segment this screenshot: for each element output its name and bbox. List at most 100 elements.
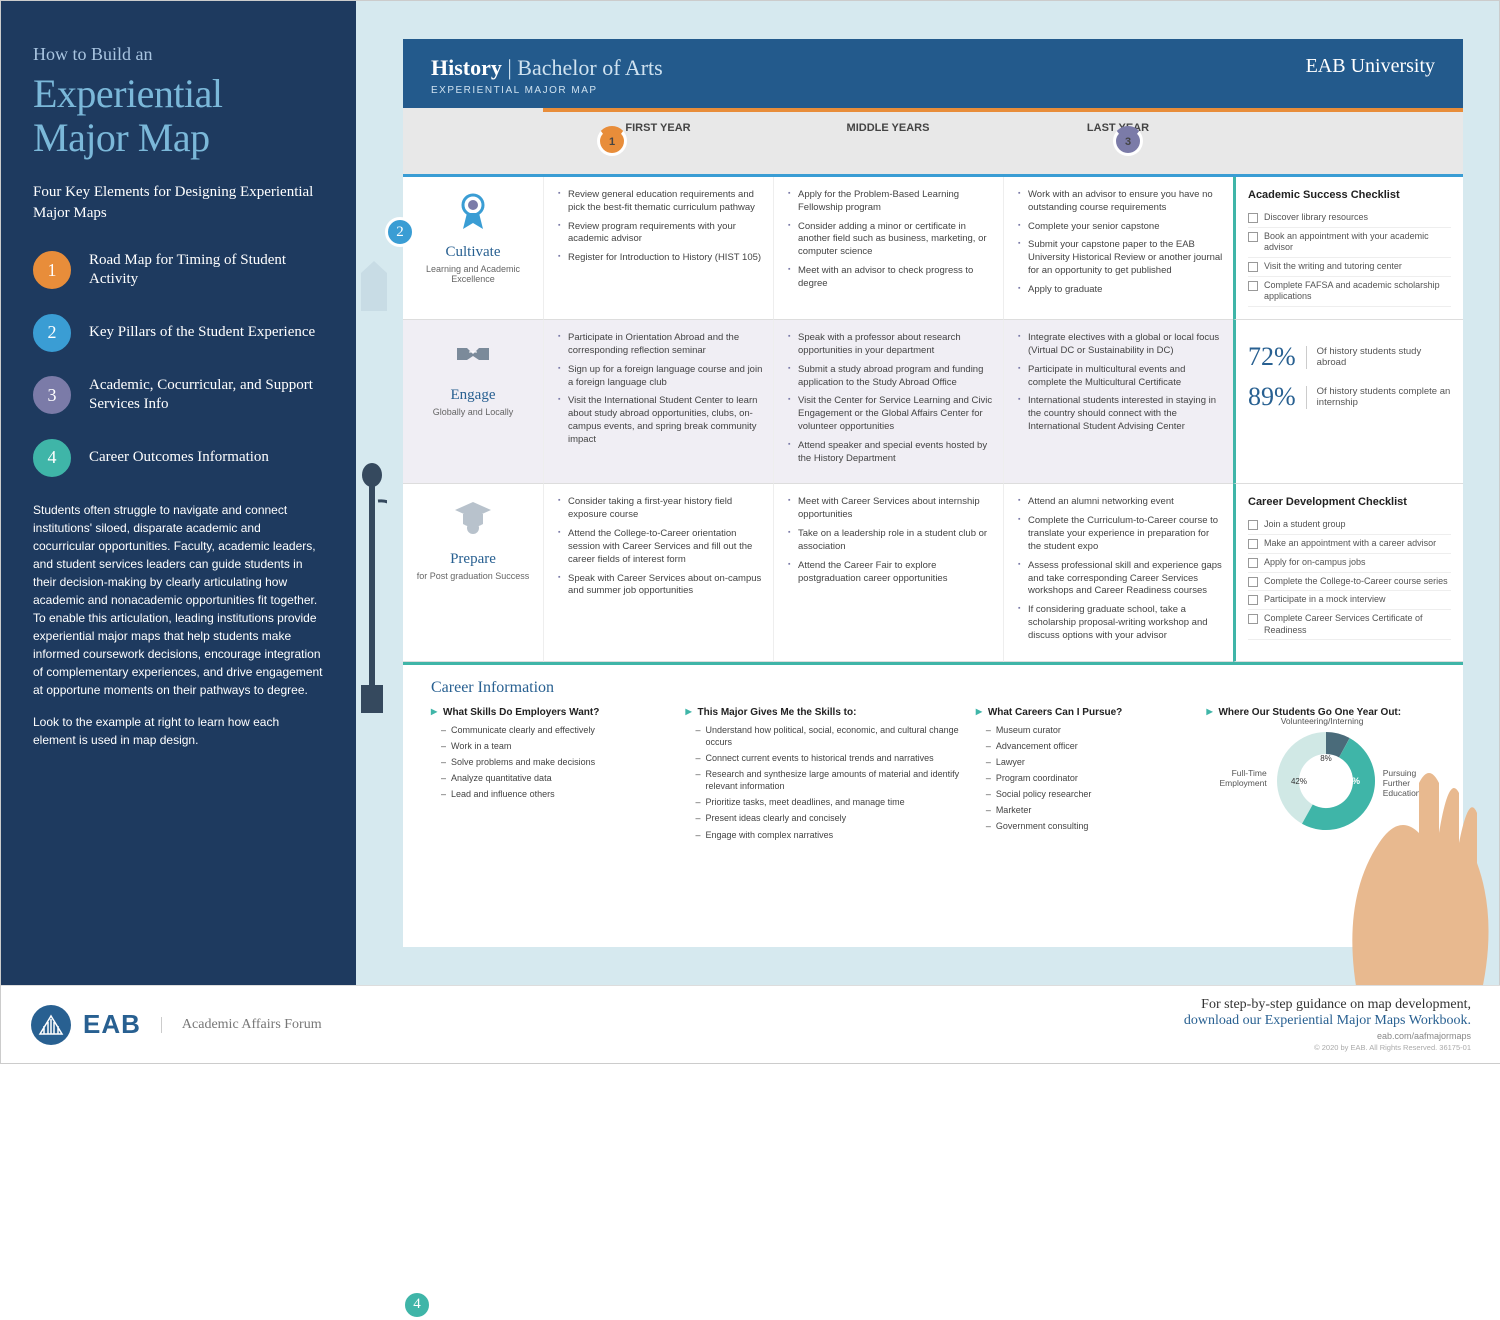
- checklist-item: Join a student group: [1248, 516, 1451, 535]
- list-item: Government consulting: [976, 820, 1191, 832]
- list-item: Attend speaker and special events hosted…: [788, 440, 993, 466]
- svg-text:42%: 42%: [1291, 777, 1307, 786]
- list-item: Participate in multicultural events and …: [1018, 364, 1223, 390]
- list-item: Consider adding a minor or certificate i…: [788, 221, 993, 259]
- checklist-item: Complete FAFSA and academic scholarship …: [1248, 277, 1451, 307]
- list-item: Solve problems and make decisions: [431, 756, 670, 768]
- list-item: Connect current events to historical tre…: [686, 752, 960, 764]
- cell-engage-last: Integrate electives with a global or loc…: [1003, 320, 1233, 484]
- sidebar-paragraph-2: Look to the example at right to learn ho…: [33, 713, 324, 749]
- pillar-prepare: Prepare for Post graduation Success: [403, 484, 543, 661]
- ribbon-icon: [453, 191, 493, 231]
- list-item: Visit the Center for Service Learning an…: [788, 395, 993, 433]
- list-item: Analyze quantitative data: [431, 772, 670, 784]
- career-checklist: Career Development Checklist Join a stud…: [1233, 484, 1463, 661]
- pillar-sub: for Post graduation Success: [411, 571, 535, 581]
- list-item: Social policy researcher: [976, 788, 1191, 800]
- col-heading: What Skills Do Employers Want?: [431, 707, 670, 718]
- list-item: Understand how political, social, econom…: [686, 724, 960, 748]
- col-heading: This Major Gives Me the Skills to:: [686, 707, 960, 718]
- cell-cultivate-last: Work with an advisor to ensure you have …: [1003, 177, 1233, 320]
- list-item: Integrate electives with a global or loc…: [1018, 332, 1223, 358]
- sidebar-item-label: Career Outcomes Information: [89, 448, 269, 468]
- list-item: Speak with a professor about research op…: [788, 332, 993, 358]
- lamppost-icon: [357, 461, 387, 721]
- major-map: History | Bachelor of Arts EXPERIENTIAL …: [403, 39, 1463, 947]
- list-item: Work with an advisor to ensure you have …: [1018, 189, 1223, 215]
- list-item: Advancement officer: [976, 740, 1191, 752]
- year-spacer: [403, 108, 543, 144]
- list-item: Work in a team: [431, 740, 670, 752]
- header-university: EAB University: [1306, 55, 1435, 78]
- checklist-item: Book an appointment with your academic a…: [1248, 228, 1451, 258]
- career-col-careers: What Careers Can I Pursue? Museum curato…: [976, 707, 1191, 845]
- sidebar-paragraph-1: Students often struggle to navigate and …: [33, 501, 324, 699]
- list-item: Submit a study abroad program and fundin…: [788, 364, 993, 390]
- list-item: Complete the Curriculum-to-Career course…: [1018, 515, 1223, 553]
- badge-4-icon: 4: [33, 439, 71, 477]
- badge-1-icon: 1: [33, 251, 71, 289]
- stat-value: 72%: [1248, 342, 1296, 372]
- list-item: Review program requirements with your ac…: [558, 221, 763, 247]
- header-left: History | Bachelor of Arts EXPERIENTIAL …: [431, 55, 663, 96]
- sidebar-item-4: 4 Career Outcomes Information: [33, 439, 324, 477]
- stats-panel: 72% Of history students study abroad 89%…: [1233, 320, 1463, 484]
- map-grid: 2 Cultivate Learning and Academic Excell…: [403, 174, 1463, 662]
- cell-cultivate-middle: Apply for the Problem-Based Learning Fel…: [773, 177, 1003, 320]
- list-item: Attend the Career Fair to explore postgr…: [788, 560, 993, 586]
- page: How to Build an Experiential Major Map F…: [0, 0, 1500, 1064]
- checklist-title: Academic Success Checklist: [1248, 189, 1451, 201]
- list-item: Take on a leadership role in a student c…: [788, 528, 993, 554]
- list-item: Engage with complex narratives: [686, 829, 960, 841]
- donut-label: Volunteering/Interning: [1281, 716, 1364, 726]
- list-item: If considering graduate school, take a s…: [1018, 604, 1223, 642]
- year-middle: MIDDLE YEARS: [773, 108, 1003, 144]
- sidebar-item-1: 1 Road Map for Timing of Student Activit…: [33, 251, 324, 290]
- pillar-sub: Learning and Academic Excellence: [411, 264, 535, 284]
- checklist-item: Complete Career Services Certificate of …: [1248, 610, 1451, 640]
- checklist-item: Discover library resources: [1248, 209, 1451, 228]
- checklist-item: Visit the writing and tutoring center: [1248, 258, 1451, 277]
- list-item: Speak with Career Services about on-camp…: [558, 573, 763, 599]
- col-heading: What Careers Can I Pursue?: [976, 707, 1191, 718]
- pillar-engage: Engage Globally and Locally: [403, 320, 543, 484]
- footer: EAB Academic Affairs Forum For step-by-s…: [1, 985, 1500, 1063]
- footer-copyright: © 2020 by EAB. All Rights Reserved. 3617…: [1184, 1043, 1471, 1052]
- year-spacer: [1233, 108, 1463, 144]
- stat-row: 72% Of history students study abroad: [1248, 342, 1451, 372]
- list-item: Communicate clearly and effectively: [431, 724, 670, 736]
- sidebar-pretitle: How to Build an: [33, 43, 324, 66]
- cell-prepare-first: Consider taking a first-year history fie…: [543, 484, 773, 661]
- list-item: Visit the International Student Center t…: [558, 395, 763, 446]
- badge-3-icon: 3: [33, 376, 71, 414]
- stat-value: 89%: [1248, 382, 1296, 412]
- career-title: Career Information: [431, 679, 1445, 697]
- pillar-title: Cultivate: [411, 244, 535, 261]
- list-item: Marketer: [976, 804, 1191, 816]
- footer-url: eab.com/aafmajormaps: [1184, 1031, 1471, 1041]
- cell-engage-middle: Speak with a professor about research op…: [773, 320, 1003, 484]
- pillar-cultivate: Cultivate Learning and Academic Excellen…: [403, 177, 543, 320]
- header-degree: History | Bachelor of Arts: [431, 55, 663, 81]
- career-columns: What Skills Do Employers Want? Communica…: [431, 707, 1445, 845]
- list-item: Attend an alumni networking event: [1018, 496, 1223, 509]
- list-item: International students interested in sta…: [1018, 395, 1223, 433]
- header-sub: EXPERIENTIAL MAJOR MAP: [431, 85, 663, 96]
- list-item: Attend the College-to-Career orientation…: [558, 528, 763, 566]
- sidebar-item-3: 3 Academic, Cocurricular, and Support Se…: [33, 376, 324, 415]
- sidebar: How to Build an Experiential Major Map F…: [1, 1, 356, 986]
- list-item: Apply to graduate: [1018, 284, 1223, 297]
- career-col-skills: What Skills Do Employers Want? Communica…: [431, 707, 670, 845]
- badge-3-icon: 3: [1113, 126, 1143, 156]
- footer-right: For step-by-step guidance on map develop…: [1184, 997, 1471, 1052]
- badge-4-icon: 4: [402, 1290, 432, 1320]
- cell-prepare-last: Attend an alumni networking event Complet…: [1003, 484, 1233, 661]
- sidebar-item-label: Road Map for Timing of Student Activity: [89, 251, 324, 290]
- checklist-item: Participate in a mock interview: [1248, 591, 1451, 610]
- list-item: Consider taking a first-year history fie…: [558, 496, 763, 522]
- sidebar-title: Experiential Major Map: [33, 72, 324, 160]
- donut-label: Pursuing Further Education: [1383, 768, 1439, 798]
- pillar-title: Engage: [411, 387, 535, 404]
- list-item: Research and synthesize large amounts of…: [686, 768, 960, 792]
- sidebar-item-label: Academic, Cocurricular, and Support Serv…: [89, 376, 324, 415]
